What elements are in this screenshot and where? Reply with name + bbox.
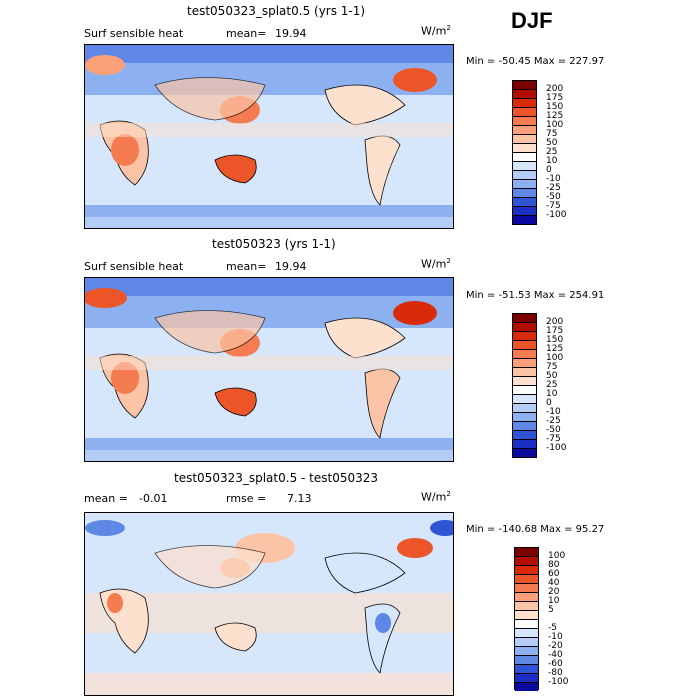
legend-label: -40 [548, 650, 563, 660]
panel3-legend-labels: 100 80 60 40 20 10 5 -5 -10 -20 -40 -60 … [548, 552, 588, 692]
legend-label: -10 [546, 174, 561, 184]
panel1-variable: Surf sensible heat [84, 27, 184, 40]
panel2-minmax: Min = -51.53 Max = 254.91 [466, 290, 605, 301]
legend-label: -75 [546, 434, 561, 444]
legend-label: -60 [548, 659, 563, 669]
legend-label: -75 [546, 201, 561, 211]
panel1-legend-bar [512, 80, 537, 225]
legend-label: -50 [546, 192, 561, 202]
season-label: DJF [511, 8, 553, 33]
legend-label: 100 [546, 120, 564, 130]
panel2-title: test050323 (yrs 1-1) [212, 237, 336, 251]
legend-label: 40 [548, 578, 560, 588]
legend-label: -100 [548, 677, 569, 687]
panel2-mean-label: mean= [226, 260, 267, 273]
panel3-mean-label: mean = [84, 492, 128, 505]
legend-label: 175 [546, 93, 564, 103]
legend-label: 175 [546, 326, 564, 336]
legend-label: 10 [548, 596, 560, 606]
panel1-mean-value: 19.94 [275, 27, 307, 40]
panel3-field [85, 513, 453, 695]
legend-label: 50 [546, 371, 558, 381]
legend-label: 125 [546, 344, 564, 354]
panel3-rmse-value: 7.13 [287, 492, 312, 505]
panel1-units: W/m2 [421, 24, 451, 38]
panel1-title: test050323_splat0.5 (yrs 1-1) [187, 4, 366, 18]
panel1-minmax: Min = -50.45 Max = 227.97 [466, 56, 605, 67]
legend-label: -20 [548, 641, 563, 651]
panel2-mean-value: 19.94 [275, 260, 307, 273]
legend-label: 10 [546, 156, 558, 166]
panel1-mean-label: mean= [226, 27, 267, 40]
legend-label: 150 [546, 102, 564, 112]
panel3-units: W/m2 [421, 490, 451, 504]
legend-label: 100 [546, 353, 564, 363]
legend-label: 5 [548, 605, 554, 615]
legend-label: 10 [546, 389, 558, 399]
panel3-mean-value: -0.01 [139, 492, 168, 505]
legend-label: -5 [548, 623, 557, 633]
panel3-legend-bar [514, 547, 539, 691]
legend-label: 0 [546, 165, 552, 175]
legend-label: 125 [546, 111, 564, 121]
legend-label: -10 [548, 632, 563, 642]
legend-label: 50 [546, 138, 558, 148]
panel2-legend-labels: 200 175 150 125 100 75 50 25 10 0 -10 -2… [546, 318, 586, 458]
legend-label: -100 [546, 443, 567, 453]
legend-label: -100 [546, 210, 567, 220]
legend-label: 0 [546, 398, 552, 408]
legend-label: 75 [546, 129, 558, 139]
legend-label: 200 [546, 84, 564, 94]
panel2-field [85, 278, 453, 461]
legend-label: 25 [546, 380, 558, 390]
panel2-units: W/m2 [421, 257, 451, 271]
legend-label: 100 [548, 551, 566, 561]
panel3-map [84, 512, 454, 696]
legend-label: 60 [548, 569, 560, 579]
panel2-map [84, 277, 454, 462]
legend-label: 20 [548, 587, 560, 597]
panel1-field [85, 45, 453, 228]
legend-label: -25 [546, 183, 561, 193]
legend-label: 75 [546, 362, 558, 372]
legend-label: 80 [548, 560, 560, 570]
panel2-variable: Surf sensible heat [84, 260, 184, 273]
panel2-legend-bar [512, 313, 537, 458]
legend-label: 200 [546, 317, 564, 327]
legend-label: -25 [546, 416, 561, 426]
panel3-rmse-label: rmse = [226, 492, 267, 505]
legend-label: 150 [546, 335, 564, 345]
legend-label: -50 [546, 425, 561, 435]
panel3-title: test050323_splat0.5 - test050323 [174, 471, 379, 485]
panel1-legend-labels: 200 175 150 125 100 75 50 25 10 0 -10 -2… [546, 85, 586, 225]
legend-label: -80 [548, 668, 563, 678]
panel1-map [84, 44, 454, 229]
legend-label: -10 [546, 407, 561, 417]
panel3-minmax: Min = -140.68 Max = 95.27 [466, 524, 605, 535]
legend-label: 25 [546, 147, 558, 157]
